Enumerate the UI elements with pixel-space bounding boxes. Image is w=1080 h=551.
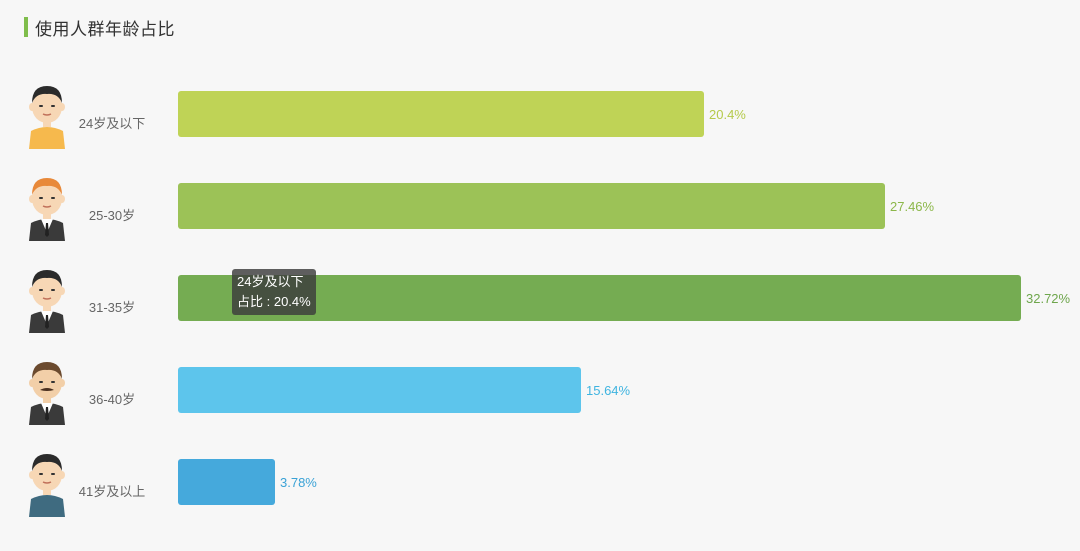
age-group-row: 36-40岁 15.64%: [0, 362, 1080, 459]
bar-value-label: 32.72%: [1026, 291, 1071, 306]
chart-title: 使用人群年龄占比: [35, 19, 175, 39]
bar-value-label: 3.78%: [280, 475, 317, 490]
category-label: 25-30岁: [88, 208, 136, 223]
age-group-row: 41岁及以上 3.78%: [0, 454, 1080, 551]
bar-3[interactable]: [178, 275, 1021, 321]
older-man-avatar: [24, 449, 70, 517]
mustache-man-avatar: [24, 357, 70, 425]
category-label: 24岁及以下: [78, 116, 146, 131]
bar-value-label: 20.4%: [709, 107, 746, 122]
bar-5[interactable]: [178, 459, 275, 505]
tooltip-category: 24岁及以下: [237, 274, 304, 289]
red-haired-man-avatar: [24, 173, 70, 241]
age-group-row: 24岁及以下 20.4%: [0, 86, 1080, 183]
age-group-row: 31-35岁 32.72%: [0, 270, 1080, 367]
young-man-avatar: [24, 81, 70, 149]
age-group-row: 25-30岁 27.46%: [0, 178, 1080, 275]
bar-4[interactable]: [178, 367, 581, 413]
chart-tooltip: 24岁及以下 占比 : 20.4%: [232, 269, 316, 315]
bar-2[interactable]: [178, 183, 885, 229]
suited-man-avatar: [24, 265, 70, 333]
chart-header: 使用人群年龄占比: [24, 16, 175, 39]
tooltip-value: 占比 : 20.4%: [237, 294, 311, 309]
header-accent-bar: [24, 17, 28, 37]
category-label: 36-40岁: [88, 392, 136, 407]
bar-value-label: 27.46%: [890, 199, 935, 214]
bar-value-label: 15.64%: [586, 383, 631, 398]
category-label: 31-35岁: [88, 300, 136, 315]
bar-1[interactable]: [178, 91, 704, 137]
category-label: 41岁及以上: [78, 484, 146, 499]
